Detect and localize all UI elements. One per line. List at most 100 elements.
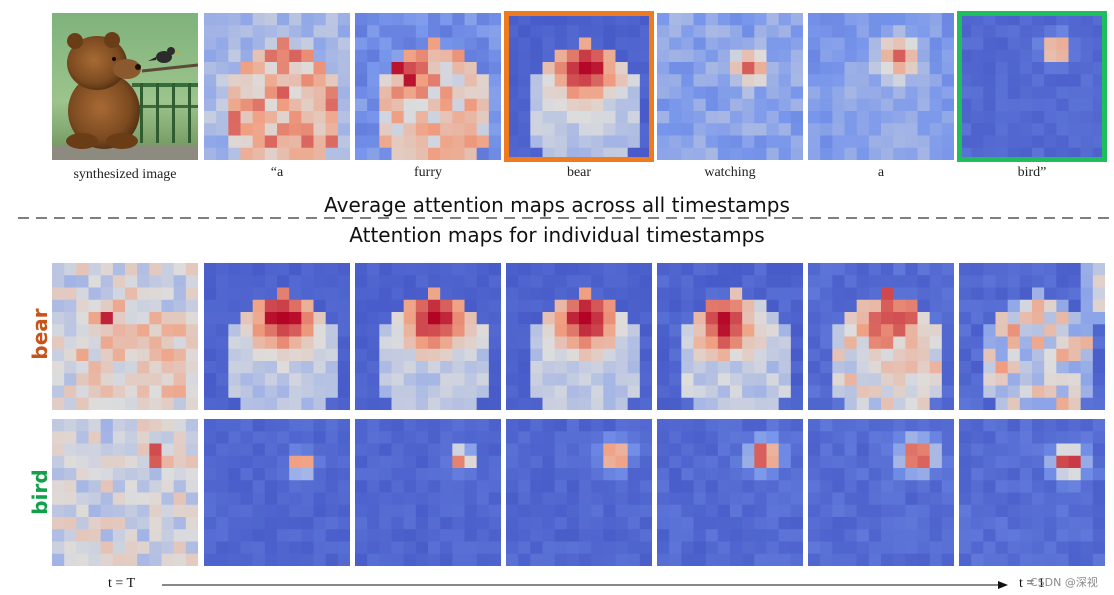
- heat-cell: [204, 275, 217, 288]
- heat-cell: [627, 62, 641, 75]
- heat-cell: [415, 86, 429, 100]
- heat-cell: [228, 62, 241, 75]
- heat-cell: [693, 553, 707, 566]
- heat-cell: [440, 299, 453, 313]
- heat-cell: [149, 373, 162, 386]
- heat-cell: [415, 336, 429, 350]
- heat-cell: [754, 373, 767, 386]
- heat-cell: [337, 373, 350, 386]
- heat-cell: [313, 348, 327, 362]
- heat-cell: [415, 98, 429, 112]
- heat-cell: [125, 385, 138, 399]
- heat-cell: [428, 541, 441, 555]
- heat-cell: [1044, 348, 1057, 362]
- heat-cell: [1080, 123, 1094, 136]
- heat-cell: [669, 361, 682, 374]
- heat-cell: [216, 373, 229, 386]
- heat-cell: [639, 147, 652, 160]
- heat-cell: [766, 373, 780, 386]
- heat-cell: [440, 275, 453, 288]
- average-heading: Average attention maps across all timest…: [324, 193, 790, 217]
- heat-cell: [313, 361, 327, 374]
- heat-cell: [669, 553, 682, 566]
- heat-cell: [391, 455, 405, 469]
- heat-cell: [844, 443, 858, 457]
- heat-cell: [778, 86, 792, 100]
- heat-cell: [554, 517, 568, 530]
- heat-cell: [929, 455, 943, 469]
- heat-cell: [893, 348, 906, 362]
- heat-cell: [52, 480, 65, 493]
- heat-cell: [440, 517, 453, 530]
- heat-cell: [379, 468, 392, 481]
- heat-cell: [252, 336, 266, 350]
- heat-cell: [367, 480, 380, 493]
- heat-cell: [240, 541, 254, 555]
- heat-cell: [488, 25, 501, 38]
- heat-cell: [832, 385, 845, 399]
- heat-cell: [790, 385, 803, 399]
- heat-cell: [228, 287, 241, 301]
- heat-cell: [313, 123, 327, 136]
- heat-cell: [542, 123, 556, 136]
- heat-cell: [149, 517, 162, 530]
- heat-cell: [277, 397, 290, 410]
- heat-cell: [579, 504, 592, 518]
- heat-cell: [693, 263, 707, 276]
- heat-cell: [1056, 74, 1069, 87]
- heat-cell: [216, 385, 229, 399]
- heat-cell: [705, 25, 719, 38]
- heat-cell: [161, 517, 175, 530]
- heat-cell: [615, 287, 629, 301]
- heat-cell: [313, 98, 327, 112]
- heat-cell: [301, 25, 314, 38]
- heat-cell: [452, 529, 465, 542]
- heat-cell: [52, 361, 65, 374]
- heat-cell: [379, 361, 392, 374]
- heat-cell: [917, 324, 931, 337]
- heat-cell: [639, 361, 652, 374]
- heat-cell: [1044, 312, 1057, 325]
- heat-cell: [730, 13, 743, 26]
- heat-cell: [464, 419, 478, 432]
- heat-cell: [289, 275, 302, 288]
- heat-cell: [264, 263, 278, 276]
- heat-cell: [881, 62, 894, 75]
- heat-cell: [403, 373, 417, 386]
- heat-cell: [1092, 455, 1105, 469]
- heat-cell: [313, 480, 327, 493]
- heat-cell: [216, 37, 229, 51]
- heat-cell: [856, 504, 870, 518]
- heat-cell: [379, 419, 392, 432]
- heat-cell: [959, 373, 972, 386]
- heat-cell: [355, 504, 368, 518]
- heat-cell: [100, 299, 114, 313]
- heat-cell: [149, 299, 162, 313]
- heat-cell: [754, 135, 767, 149]
- heat-cell: [100, 492, 114, 506]
- heat-cell: [790, 419, 803, 432]
- heat-cell: [603, 336, 616, 350]
- heat-cell: [428, 275, 441, 288]
- heat-cell: [161, 480, 175, 493]
- heat-cell: [149, 312, 162, 325]
- heat-cell: [929, 443, 943, 457]
- heat-cell: [289, 312, 302, 325]
- heat-cell: [705, 123, 719, 136]
- heat-cell: [657, 541, 670, 555]
- heat-cell: [820, 529, 833, 542]
- heat-cell: [506, 431, 519, 444]
- heat-cell: [530, 37, 543, 51]
- heat-cell: [820, 517, 833, 530]
- heat-cell: [627, 37, 641, 51]
- heat-cell: [289, 419, 302, 432]
- heat-cell: [1068, 263, 1082, 276]
- heat-cell: [681, 287, 694, 301]
- heat-cell: [742, 147, 755, 160]
- heat-cell: [476, 74, 490, 87]
- heat-cell: [881, 397, 894, 410]
- heat-cell: [983, 529, 996, 542]
- heat-cell: [1019, 504, 1033, 518]
- heat-cell: [428, 98, 441, 112]
- heat-cell: [856, 287, 870, 301]
